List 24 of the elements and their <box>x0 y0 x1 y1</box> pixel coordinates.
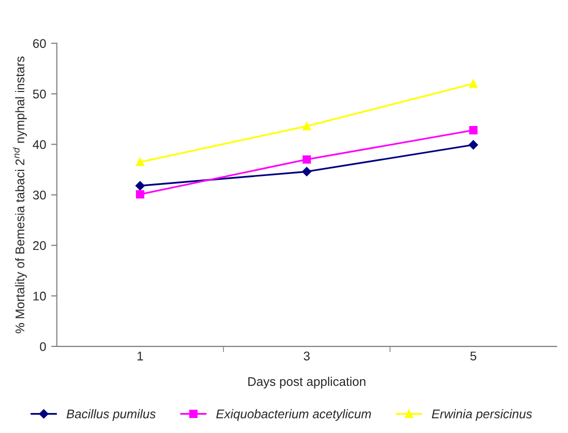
point <box>469 80 478 88</box>
point <box>469 126 478 134</box>
x-tick-label: 5 <box>470 352 476 360</box>
y-tick-label: 60 <box>33 39 46 48</box>
y-tick-label: 40 <box>32 140 46 149</box>
y-tick-label: 50 <box>32 90 46 98</box>
x-axis-title: Days post application <box>248 376 366 388</box>
legend-label: Exiquobacterium acetylicum <box>216 409 371 421</box>
y-tick-label: 30 <box>32 190 46 200</box>
point <box>302 155 311 164</box>
legend-label: Bacillus pumilus <box>66 409 156 421</box>
point <box>468 140 478 150</box>
legend-label: Erwinia persicinus <box>432 409 532 421</box>
x-tick-label: 3 <box>304 352 310 360</box>
y-tick-label: 10 <box>33 292 46 301</box>
point <box>302 122 311 130</box>
point <box>302 166 312 176</box>
point <box>136 158 144 166</box>
x-tick-label: 1 <box>138 352 143 360</box>
y-tick-label: 20 <box>33 241 46 250</box>
y-axis-title: % Mortality of Bemesia tabaci 2$^{nd}$ nymphal instars <box>12 56 27 334</box>
point <box>135 181 145 190</box>
y-tick-label: 0 <box>40 342 46 352</box>
point <box>136 190 144 199</box>
